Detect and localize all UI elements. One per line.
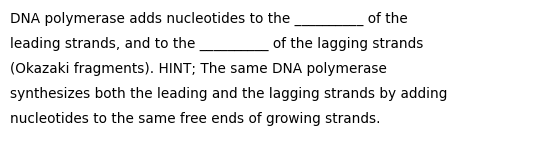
- Text: (Okazaki fragments). HINT; The same DNA polymerase: (Okazaki fragments). HINT; The same DNA …: [10, 62, 387, 76]
- Text: leading strands, and to the __________ of the lagging strands: leading strands, and to the __________ o…: [10, 37, 424, 51]
- Text: nucleotides to the same free ends of growing strands.: nucleotides to the same free ends of gro…: [10, 112, 381, 126]
- Text: synthesizes both the leading and the lagging strands by adding: synthesizes both the leading and the lag…: [10, 87, 448, 101]
- Text: DNA polymerase adds nucleotides to the __________ of the: DNA polymerase adds nucleotides to the _…: [10, 12, 408, 26]
